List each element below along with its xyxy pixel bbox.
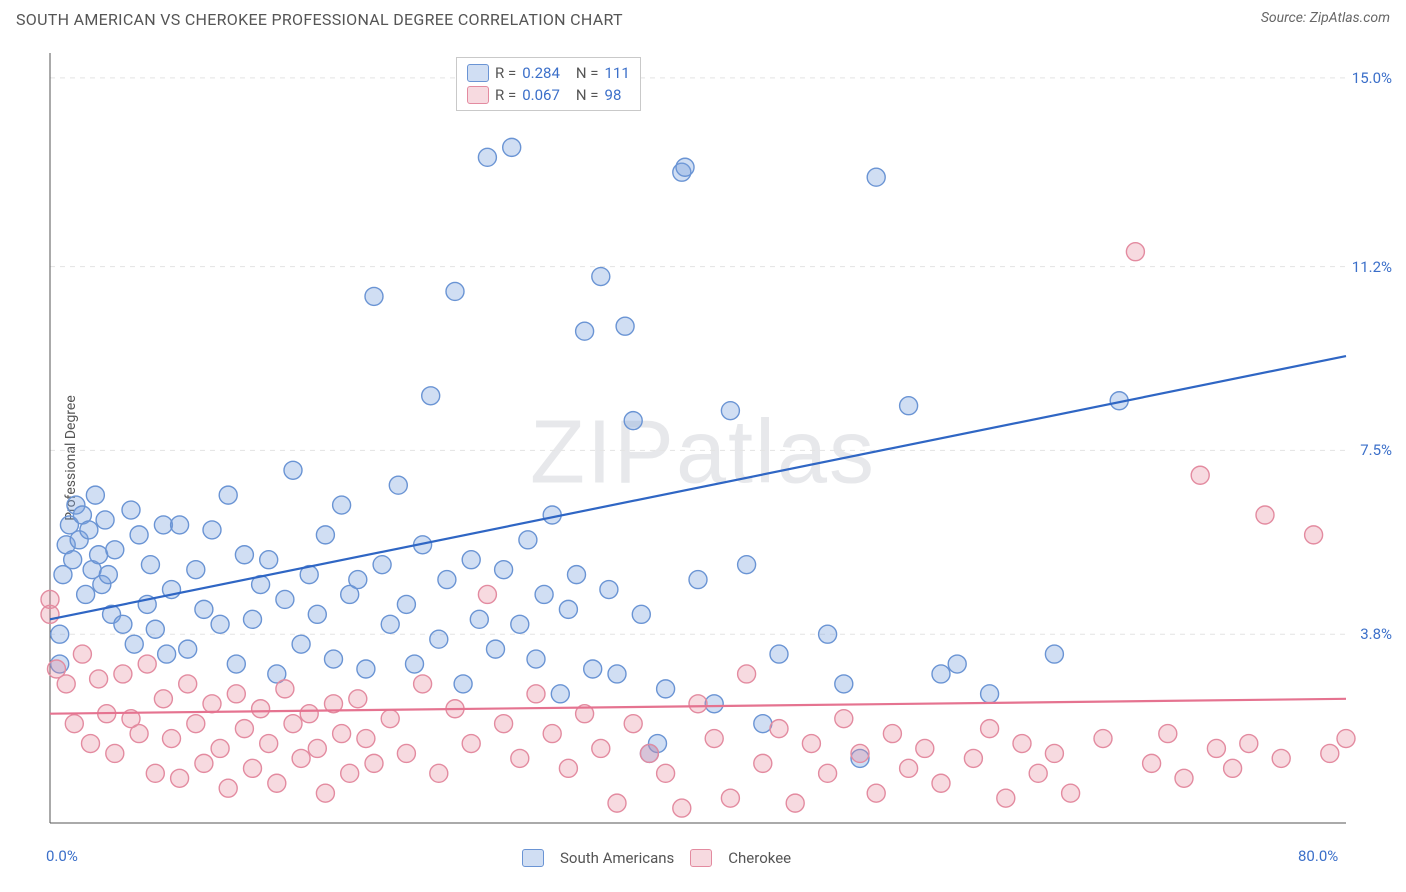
legend-row: R = 0.284 N = 111 bbox=[467, 62, 630, 84]
legend-r-value: 0.067 bbox=[522, 86, 560, 104]
legend-swatch bbox=[467, 86, 489, 104]
legend-r-label: R = bbox=[495, 86, 516, 104]
scatter-chart bbox=[0, 33, 1406, 883]
y-tick-label: 3.8% bbox=[1360, 625, 1392, 643]
legend-swatch bbox=[522, 849, 544, 867]
y-tick-label: 11.2% bbox=[1352, 258, 1392, 276]
x-tick-label: 0.0% bbox=[46, 847, 78, 865]
legend-n-value: 111 bbox=[605, 64, 630, 82]
y-tick-label: 15.0% bbox=[1352, 69, 1392, 87]
legend-n-label: N = bbox=[576, 64, 599, 82]
source-attribution: Source: ZipAtlas.com bbox=[1261, 10, 1390, 26]
y-tick-label: 7.5% bbox=[1360, 441, 1392, 459]
legend-r-value: 0.284 bbox=[522, 64, 560, 82]
legend-series-name: Cherokee bbox=[728, 849, 791, 867]
series-legend: South Americans Cherokee bbox=[522, 849, 791, 867]
legend-n-value: 98 bbox=[605, 86, 622, 104]
source-label: Source: bbox=[1261, 10, 1310, 26]
chart-title: SOUTH AMERICAN VS CHEROKEE PROFESSIONAL … bbox=[16, 10, 623, 29]
source-link[interactable]: ZipAtlas.com bbox=[1310, 10, 1390, 26]
chart-header: SOUTH AMERICAN VS CHEROKEE PROFESSIONAL … bbox=[0, 0, 1406, 33]
legend-series-name: South Americans bbox=[560, 849, 674, 867]
correlation-legend: R = 0.284 N = 111 R = 0.067 N = 98 bbox=[456, 57, 641, 111]
legend-swatch bbox=[690, 849, 712, 867]
x-tick-label: 80.0% bbox=[1298, 847, 1338, 865]
legend-row: R = 0.067 N = 98 bbox=[467, 84, 630, 106]
legend-r-label: R = bbox=[495, 64, 516, 82]
legend-swatch bbox=[467, 64, 489, 82]
chart-container: Professional Degree ZIPatlas R =0.284N =… bbox=[0, 33, 1406, 883]
legend-n-label: N = bbox=[576, 86, 599, 104]
